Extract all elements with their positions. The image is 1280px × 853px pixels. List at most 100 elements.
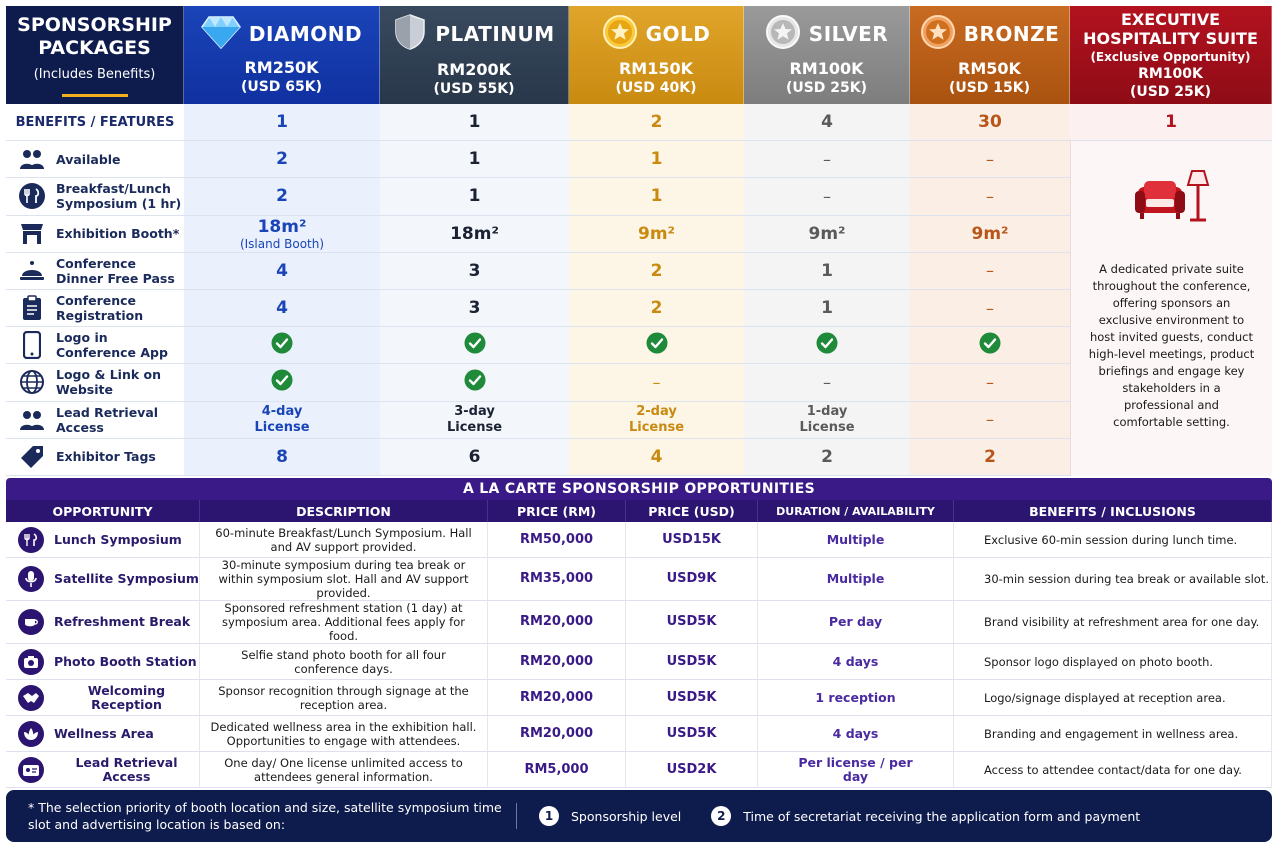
description-cell: Sponsored refreshment station (1 day) at… — [200, 601, 488, 644]
price-rm-cell: RM50,000 — [488, 522, 626, 558]
opportunity-cell: Photo Booth Station — [6, 644, 200, 680]
description-cell: Dedicated wellness area in the exhibitio… — [200, 716, 488, 752]
value-text: – — [986, 149, 994, 169]
opportunity-cell: Satellite Symposium — [6, 558, 200, 601]
title-line-2: PACKAGES — [38, 36, 151, 59]
benefit-value-bronze: – — [910, 290, 1070, 328]
benefit-value-silver: – — [744, 364, 910, 402]
value-text: 2-day License — [628, 403, 685, 435]
benefit-label: Available — [56, 151, 121, 167]
handshake-icon — [18, 684, 44, 711]
benefit-value-gold: 2 — [569, 252, 744, 290]
tier-price-usd: (USD 65K) — [240, 78, 323, 95]
benefit-value-diamond: 8 — [184, 438, 380, 476]
tier-price-rm: RM50K — [958, 58, 1021, 78]
tier-name: SILVER — [808, 22, 889, 46]
duration-cell: Per license / per day — [758, 752, 954, 788]
value-text: 3 — [468, 298, 481, 319]
price-rm-cell: RM5,000 — [488, 752, 626, 788]
benefits-cell: Sponsor logo displayed on photo booth. — [954, 644, 1272, 680]
check-icon — [464, 332, 486, 359]
footer-item-text: Time of secretariat receiving the applic… — [743, 808, 1141, 824]
value-text: 9m² — [971, 223, 1009, 244]
benefit-label: Logo & Link on Website — [56, 367, 161, 398]
benefits-cell: Branding and engagement in wellness area… — [954, 716, 1272, 752]
price-rm-cell: RM20,000 — [488, 716, 626, 752]
exec-subtitle: (Exclusive Opportunity) — [1090, 49, 1251, 64]
tier-header-platinum: PLATINUM RM200K (USD 55K) — [380, 6, 569, 104]
benefit-value-diamond: 4-day License — [184, 401, 380, 439]
tier-name: BRONZE — [963, 22, 1060, 46]
microphone-icon — [18, 566, 44, 592]
price-usd-cell: USD5K — [626, 601, 758, 644]
price-rm-cell: RM20,000 — [488, 601, 626, 644]
tier-price-usd: (USD 55K) — [433, 80, 515, 97]
tier-header-executive: EXECUTIVE HOSPITALITY SUITE (Exclusive O… — [1070, 6, 1272, 104]
people-icon — [18, 145, 46, 173]
opportunity-name: Welcoming Reception — [87, 682, 166, 712]
opportunity-cell: Wellness Area — [6, 716, 200, 752]
benefits-cell: Brand visibility at refreshment area for… — [954, 601, 1272, 644]
exec-details: A dedicated private suite throughout the… — [1070, 141, 1272, 476]
benefit-value-gold: 9m² — [569, 215, 744, 253]
opportunity-cell: Welcoming Reception — [6, 680, 200, 716]
benefit-row-label: Logo & Link on Website — [6, 364, 184, 402]
duration-cell: Multiple — [758, 558, 954, 601]
duration-cell: Per day — [758, 601, 954, 644]
opportunity-cell: Lead Retrieval Access — [6, 752, 200, 788]
col-header-duration: DURATION / AVAILABILITY — [758, 500, 954, 522]
benefit-value-diamond: 18m² (Island Booth) — [184, 215, 380, 253]
value-text: 2 — [650, 298, 663, 319]
clipboard-icon — [18, 294, 46, 322]
phone-icon — [18, 331, 46, 360]
benefit-label: Exhibition Booth* — [56, 226, 180, 242]
benefit-value-platinum: 3 — [380, 252, 569, 290]
benefit-value-silver: 1 — [744, 290, 910, 328]
benefit-value-silver: 2 — [744, 438, 910, 476]
exec-title-line-1: EXECUTIVE — [1120, 9, 1221, 29]
lotus-icon — [18, 720, 44, 747]
value-text: – — [986, 410, 994, 430]
value-text: – — [823, 149, 831, 169]
benefit-value-gold: 1 — [569, 178, 744, 216]
value-text: – — [986, 261, 994, 281]
benefit-value-diamond — [184, 364, 380, 402]
cloche-icon — [18, 257, 46, 285]
value-text: – — [986, 372, 994, 392]
value-text: 4 — [650, 446, 663, 467]
benefit-value-gold: 2 — [569, 290, 744, 328]
check-icon — [816, 332, 838, 359]
value-text: – — [823, 372, 831, 392]
value-text: – — [652, 372, 661, 392]
tier-price-usd: (USD 25K) — [785, 79, 868, 96]
footer-item-number: 2 — [711, 806, 732, 826]
price-rm-cell: RM35,000 — [488, 558, 626, 601]
value-text: 1 — [650, 149, 663, 170]
benefit-value-gold: 4 — [569, 438, 744, 476]
value-text: 1 — [468, 149, 481, 170]
value-text: – — [823, 186, 831, 206]
benefit-value-silver: 9m² — [744, 215, 910, 253]
value-text: 2 — [276, 149, 288, 170]
benefit-value-gold: 1 — [569, 141, 744, 179]
benefit-value-silver: – — [744, 141, 910, 179]
tier-price-rm: RM250K — [244, 57, 319, 77]
benefit-value-silver — [744, 327, 910, 365]
footer-item: 1 Sponsorship level — [539, 806, 681, 826]
value-text: – — [986, 298, 994, 318]
benefit-value-diamond: 4 — [184, 290, 380, 328]
value-text: 4 — [276, 260, 288, 281]
people-icon — [18, 406, 46, 434]
benefit-value-bronze: – — [910, 401, 1070, 439]
shield-icon — [393, 13, 427, 56]
benefit-row-label: Logo in Conference App — [6, 327, 184, 365]
description-cell: 60-minute Breakfast/Lunch Symposium. Hal… — [200, 522, 488, 558]
exec-count: 1 — [1070, 104, 1272, 142]
benefit-row-label: Conference Registration — [6, 290, 184, 328]
benefit-value-bronze: 2 — [910, 438, 1070, 476]
benefit-value-platinum: 6 — [380, 438, 569, 476]
benefit-value-platinum: 1 — [380, 141, 569, 179]
footer-divider — [516, 803, 517, 829]
booth-note: (Island Booth) — [239, 236, 325, 251]
opportunity-cell: Lunch Symposium — [6, 522, 200, 558]
